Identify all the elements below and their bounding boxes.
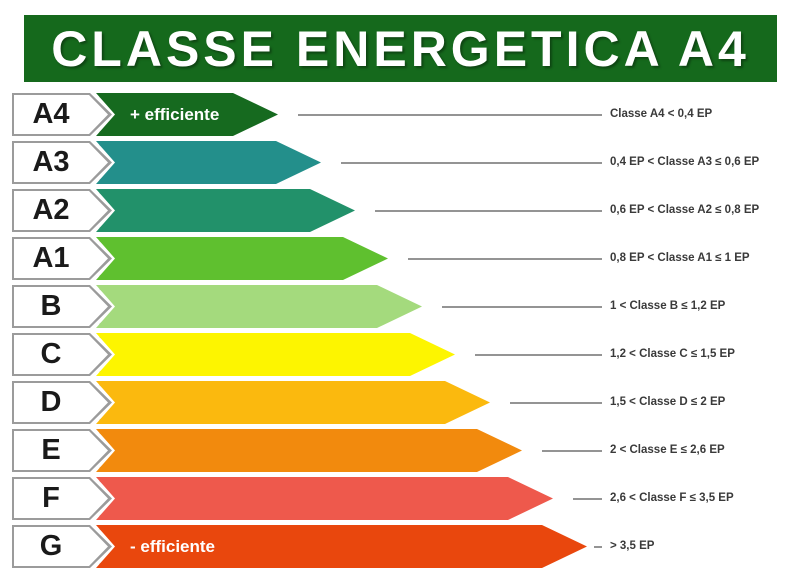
class-tag: C	[12, 333, 124, 376]
energy-row: C 1,2 < Classe C ≤ 1,5 EP	[0, 333, 800, 376]
leader-line	[375, 210, 602, 212]
class-tag: E	[12, 429, 124, 472]
energy-bar	[96, 285, 422, 328]
energy-row: A1 0,8 EP < Classe A1 ≤ 1 EP	[0, 237, 800, 280]
class-tag: A2	[12, 189, 124, 232]
range-label: 1,2 < Classe C ≤ 1,5 EP	[610, 348, 735, 360]
leader-line	[510, 402, 602, 404]
class-letter: E	[41, 434, 61, 466]
leader-line	[542, 450, 602, 452]
class-tag: F	[12, 477, 124, 520]
class-letter: C	[40, 338, 62, 370]
class-letter: F	[42, 482, 60, 514]
class-tag: A3	[12, 141, 124, 184]
leader-line	[594, 546, 602, 548]
energy-bar	[96, 429, 522, 472]
energy-row: A2 0,6 EP < Classe A2 ≤ 0,8 EP	[0, 189, 800, 232]
leader-line	[442, 306, 602, 308]
energy-bar	[96, 141, 321, 184]
class-letter: D	[40, 386, 62, 418]
range-label: 0,6 EP < Classe A2 ≤ 0,8 EP	[610, 204, 760, 216]
leader-line	[298, 114, 602, 116]
energy-row: F 2,6 < Classe F ≤ 3,5 EP	[0, 477, 800, 520]
class-letter: B	[40, 290, 62, 322]
range-label: 0,8 EP < Classe A1 ≤ 1 EP	[610, 252, 750, 264]
class-letter: A2	[32, 194, 70, 226]
range-label: > 3,5 EP	[610, 540, 655, 552]
leader-line	[475, 354, 602, 356]
leader-line	[573, 498, 602, 500]
range-label: Classe A4 < 0,4 EP	[610, 108, 713, 120]
energy-row: E 2 < Classe E ≤ 2,6 EP	[0, 429, 800, 472]
class-tag: B	[12, 285, 124, 328]
energy-row: G - efficiente > 3,5 EP	[0, 525, 800, 568]
range-label: 0,4 EP < Classe A3 ≤ 0,6 EP	[610, 156, 760, 168]
class-tag: G	[12, 525, 124, 568]
leader-line	[408, 258, 602, 260]
efficiency-note: - efficiente	[130, 536, 216, 556]
class-letter: A3	[32, 146, 70, 178]
energy-row: B 1 < Classe B ≤ 1,2 EP	[0, 285, 800, 328]
energy-row: A3 0,4 EP < Classe A3 ≤ 0,6 EP	[0, 141, 800, 184]
page-title: CLASSE ENERGETICA A4	[51, 20, 750, 77]
range-label: 1 < Classe B ≤ 1,2 EP	[610, 300, 726, 312]
class-letter: G	[39, 530, 63, 562]
range-label: 2 < Classe E ≤ 2,6 EP	[610, 444, 725, 456]
energy-row: D 1,5 < Classe D ≤ 2 EP	[0, 381, 800, 424]
energy-bar	[96, 189, 355, 232]
header-banner: CLASSE ENERGETICA A4	[24, 15, 777, 82]
class-letter: A4	[32, 98, 70, 130]
energy-bar	[96, 333, 455, 376]
class-tag: A4	[12, 93, 124, 136]
efficiency-note: + efficiente	[130, 104, 220, 124]
range-label: 2,6 < Classe F ≤ 3,5 EP	[610, 492, 734, 504]
leader-line	[341, 162, 602, 164]
energy-row: A4 + efficiente Classe A4 < 0,4 EP	[0, 93, 800, 136]
energy-bar	[96, 237, 388, 280]
energy-bar	[96, 381, 490, 424]
energy-bar: - efficiente	[96, 525, 587, 568]
class-letter: A1	[32, 242, 70, 274]
class-tag: A1	[12, 237, 124, 280]
energy-bar	[96, 477, 553, 520]
energy-bar: + efficiente	[96, 93, 278, 136]
range-label: 1,5 < Classe D ≤ 2 EP	[610, 396, 726, 408]
class-tag: D	[12, 381, 124, 424]
